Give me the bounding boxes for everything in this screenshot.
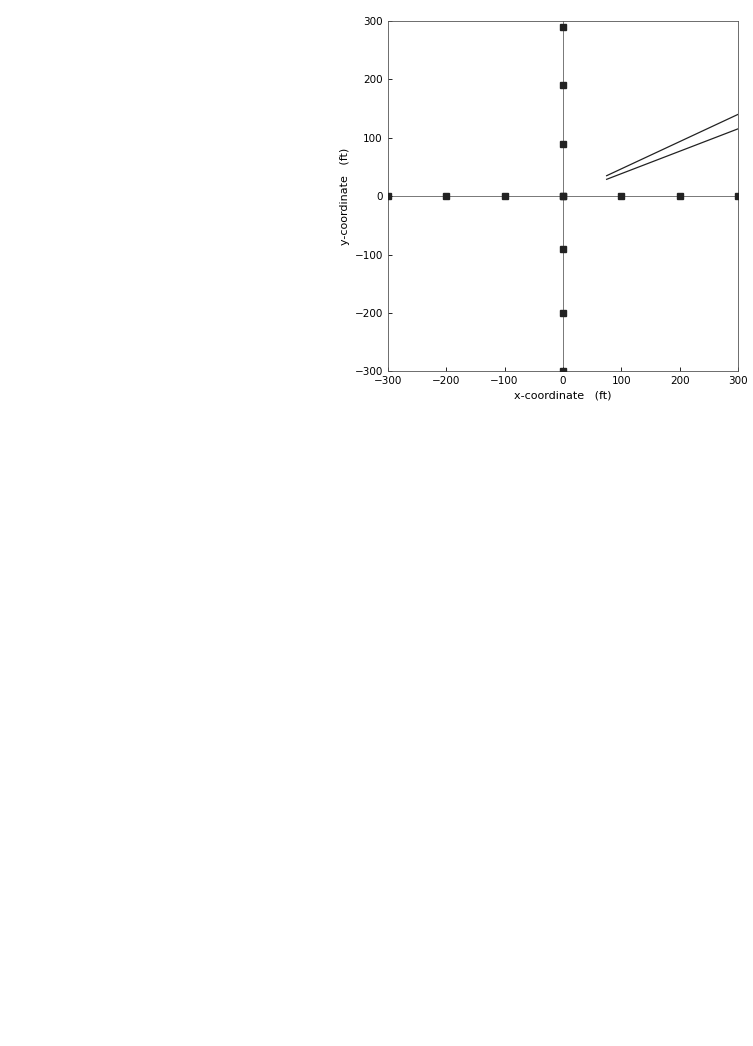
X-axis label: x-coordinate   (ft): x-coordinate (ft) [514,390,611,401]
Y-axis label: y-coordinate   (ft): y-coordinate (ft) [340,147,350,245]
